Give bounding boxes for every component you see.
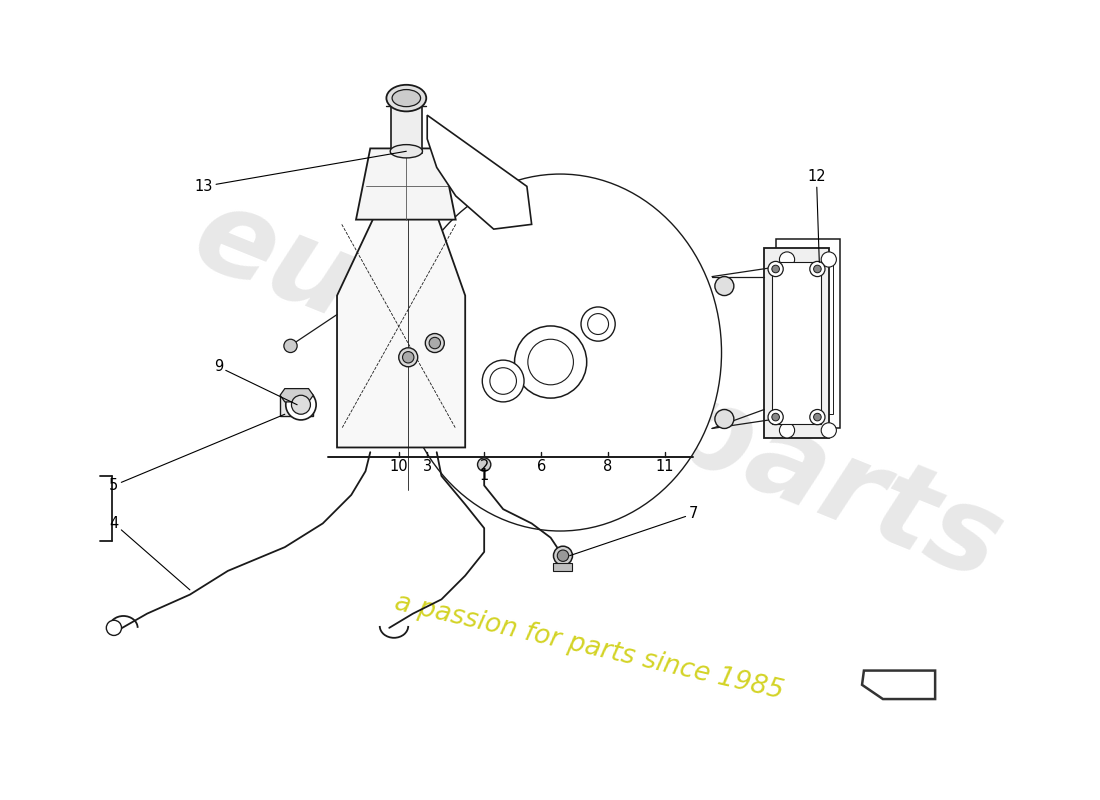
Circle shape — [403, 351, 414, 363]
Polygon shape — [427, 115, 531, 229]
Circle shape — [490, 368, 517, 394]
Bar — [764, 248, 828, 438]
Polygon shape — [356, 149, 455, 220]
Circle shape — [581, 307, 615, 341]
Circle shape — [398, 348, 418, 366]
Text: 4: 4 — [109, 516, 190, 590]
Text: 13: 13 — [195, 151, 406, 194]
Circle shape — [286, 390, 316, 420]
Polygon shape — [862, 670, 935, 699]
Ellipse shape — [390, 145, 422, 158]
Circle shape — [528, 339, 573, 385]
Circle shape — [715, 277, 734, 295]
Circle shape — [810, 410, 825, 425]
Text: 11: 11 — [656, 459, 674, 474]
Circle shape — [822, 422, 836, 438]
Circle shape — [107, 620, 121, 635]
Text: 12: 12 — [807, 170, 826, 262]
Circle shape — [477, 458, 491, 471]
Text: 8: 8 — [603, 459, 613, 474]
Text: eurocarparts: eurocarparts — [178, 176, 1019, 605]
Bar — [280, 395, 314, 416]
Text: 7: 7 — [570, 506, 697, 556]
Circle shape — [780, 422, 794, 438]
Circle shape — [587, 314, 608, 334]
Bar — [392, 106, 421, 153]
Circle shape — [772, 265, 780, 273]
Circle shape — [292, 395, 310, 414]
Text: 5: 5 — [109, 414, 285, 493]
Bar — [776, 238, 840, 429]
Ellipse shape — [392, 90, 420, 106]
Ellipse shape — [386, 85, 427, 111]
Circle shape — [810, 262, 825, 277]
Circle shape — [814, 265, 822, 273]
Circle shape — [772, 414, 780, 421]
Bar — [553, 563, 572, 571]
Circle shape — [780, 252, 794, 267]
Ellipse shape — [398, 174, 722, 531]
Circle shape — [768, 410, 783, 425]
Circle shape — [822, 252, 836, 267]
Text: 3: 3 — [422, 459, 432, 474]
Circle shape — [553, 546, 572, 565]
Polygon shape — [337, 215, 465, 447]
Ellipse shape — [412, 186, 708, 520]
Circle shape — [814, 414, 822, 421]
Circle shape — [715, 410, 734, 429]
Text: 6: 6 — [537, 459, 546, 474]
Circle shape — [558, 550, 569, 562]
Circle shape — [429, 338, 440, 349]
Text: 9: 9 — [213, 359, 297, 405]
Circle shape — [515, 326, 586, 398]
Polygon shape — [280, 389, 314, 402]
Text: 2: 2 — [480, 459, 488, 474]
Text: a passion for parts since 1985: a passion for parts since 1985 — [392, 590, 785, 704]
Bar — [783, 253, 833, 414]
Text: 1: 1 — [480, 469, 488, 483]
Bar — [772, 262, 822, 424]
Circle shape — [284, 339, 297, 353]
Circle shape — [482, 360, 524, 402]
Text: 10: 10 — [389, 459, 408, 474]
Ellipse shape — [404, 177, 717, 528]
Circle shape — [426, 334, 444, 353]
Circle shape — [768, 262, 783, 277]
